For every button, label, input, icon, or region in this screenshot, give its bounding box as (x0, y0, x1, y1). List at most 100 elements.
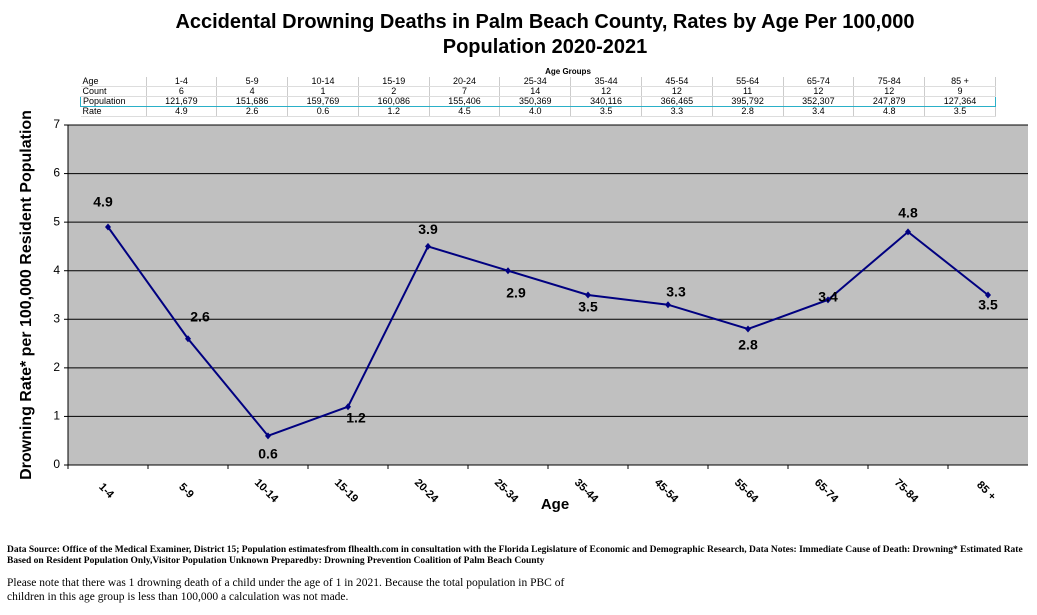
point-annotation: 3.3 (666, 283, 686, 299)
x-tick-label: 10-14 (252, 477, 281, 506)
table-cell: 1.2 (358, 106, 430, 117)
table-cell: 151,686 (216, 96, 289, 107)
point-annotation: 0.6 (258, 446, 278, 462)
data-point (985, 291, 991, 299)
table-cell: 1 (287, 86, 359, 97)
source-note: Data Source: Office of the Medical Exami… (7, 545, 1023, 566)
point-annotation: 3.4 (818, 289, 838, 305)
table-cell: 159,769 (287, 96, 359, 107)
table-cell: 160,086 (358, 96, 430, 107)
table-cell: 350,369 (499, 96, 572, 107)
point-annotation: 4.8 (898, 205, 918, 221)
data-point (825, 296, 831, 304)
y-tick-label: 3 (53, 311, 60, 325)
row-header: Population (80, 96, 147, 107)
y-tick-label: 2 (53, 360, 60, 374)
x-axis-title: Age (541, 496, 569, 513)
point-annotation: 2.8 (738, 337, 758, 353)
table-cell: 12 (853, 86, 926, 97)
table-cell: 15-19 (358, 77, 430, 87)
plot-area (68, 125, 1028, 465)
x-tick-label: 55-64 (732, 477, 761, 506)
y-tick-label: 7 (53, 117, 60, 131)
table-cell: 2.8 (712, 106, 784, 117)
table-cell: 2.6 (216, 106, 289, 117)
table-title: Age Groups (545, 67, 591, 76)
table-row: Count 6 4 1 2 7 14 12 12 11 12 12 9 (80, 86, 996, 97)
x-tick-label: 15-19 (332, 477, 360, 505)
x-tick-label: 45-54 (652, 477, 681, 506)
y-tick-label: 4 (53, 263, 60, 277)
row-header: Rate (80, 106, 147, 117)
data-point (585, 291, 591, 299)
table-cell: 4.0 (499, 106, 572, 117)
data-point (105, 223, 111, 231)
data-point (425, 242, 431, 250)
data-table: Age Groups Age 1-4 5-9 10-14 15-19 20-24 25-34… (80, 67, 996, 117)
table-cell: 12 (570, 86, 642, 97)
data-point (745, 325, 751, 333)
table-cell: 0.6 (287, 106, 359, 117)
point-annotation: 3.9 (418, 221, 438, 237)
x-tick-label: 65-74 (812, 477, 841, 506)
table-cell: 25-34 (499, 77, 572, 87)
table-cell: 65-74 (783, 77, 855, 87)
table-cell: 4.5 (429, 106, 501, 117)
table-cell: 12 (783, 86, 855, 97)
table-cell: 127,364 (924, 96, 996, 107)
x-tick-label: 25-34 (492, 477, 521, 506)
point-annotation: 2.9 (506, 284, 526, 300)
table-cell: 4.9 (146, 106, 218, 117)
x-tick-label: 75-84 (892, 477, 921, 506)
table-cell: 14 (499, 86, 572, 97)
table-cell: 3.4 (783, 106, 855, 117)
x-tick-label: 35-44 (572, 477, 601, 506)
table-cell: 340,116 (570, 96, 642, 107)
table-cell: 6 (146, 86, 218, 97)
point-annotation: 1.2 (346, 409, 366, 425)
table-cell: 35-44 (570, 77, 642, 87)
table-cell: 4 (216, 86, 289, 97)
table-cell: 4.8 (853, 106, 926, 117)
table-cell: 45-54 (641, 77, 713, 87)
table-cell: 55-64 (712, 77, 784, 87)
data-line (107, 226, 989, 438)
data-point (905, 228, 911, 236)
y-tick-label: 0 (53, 457, 60, 471)
table-cell: 2 (358, 86, 430, 97)
x-tick-label: 85 + (974, 479, 998, 503)
point-annotation: 3.5 (578, 299, 598, 315)
table-cell: 5-9 (216, 77, 289, 87)
data-point (265, 432, 271, 440)
table-cell: 3.3 (641, 106, 713, 117)
table-cell: 12 (641, 86, 713, 97)
table-cell: 3.5 (924, 106, 996, 117)
table-cell: 121,679 (146, 96, 218, 107)
table-cell: 352,307 (783, 96, 855, 107)
table-cell: 85 + (924, 77, 996, 87)
y-tick-label: 5 (53, 214, 60, 228)
table-cell: 7 (429, 86, 501, 97)
point-annotation: 3.5 (978, 297, 998, 313)
table-row: Population 121,679 151,686 159,769 160,086 15… (80, 96, 996, 107)
table-cell: 20-24 (429, 77, 501, 87)
row-header: Age (80, 77, 147, 87)
table-cell: 1-4 (146, 77, 218, 87)
table-grid: Age 1-4 5-9 10-14 15-19 20-24 25-34 35-44 45-54 5… (80, 77, 996, 117)
x-tick-label: 1-4 (96, 481, 116, 501)
table-cell: 3.5 (570, 106, 642, 117)
x-tick-label: 20-24 (412, 477, 441, 506)
y-tick-label: 1 (53, 409, 60, 423)
y-axis-title: Drowning Rate* per 100,000 Resident Popu… (18, 110, 35, 480)
table-cell: 10-14 (287, 77, 359, 87)
table-row: Age 1-4 5-9 10-14 15-19 20-24 25-34 35-44 45-54 5… (80, 77, 996, 87)
table-row: Rate 4.9 2.6 0.6 1.2 4.5 4.0 3.5 3.3 2.8 3.4 4.8 3.5 (80, 106, 996, 117)
point-annotation: 2.6 (190, 308, 210, 324)
data-point (185, 335, 191, 343)
data-point (345, 403, 351, 411)
table-cell: 11 (712, 86, 784, 97)
point-annotation: 4.9 (93, 194, 113, 210)
remark-note: Please note that there was 1 drowning de… (7, 577, 565, 603)
